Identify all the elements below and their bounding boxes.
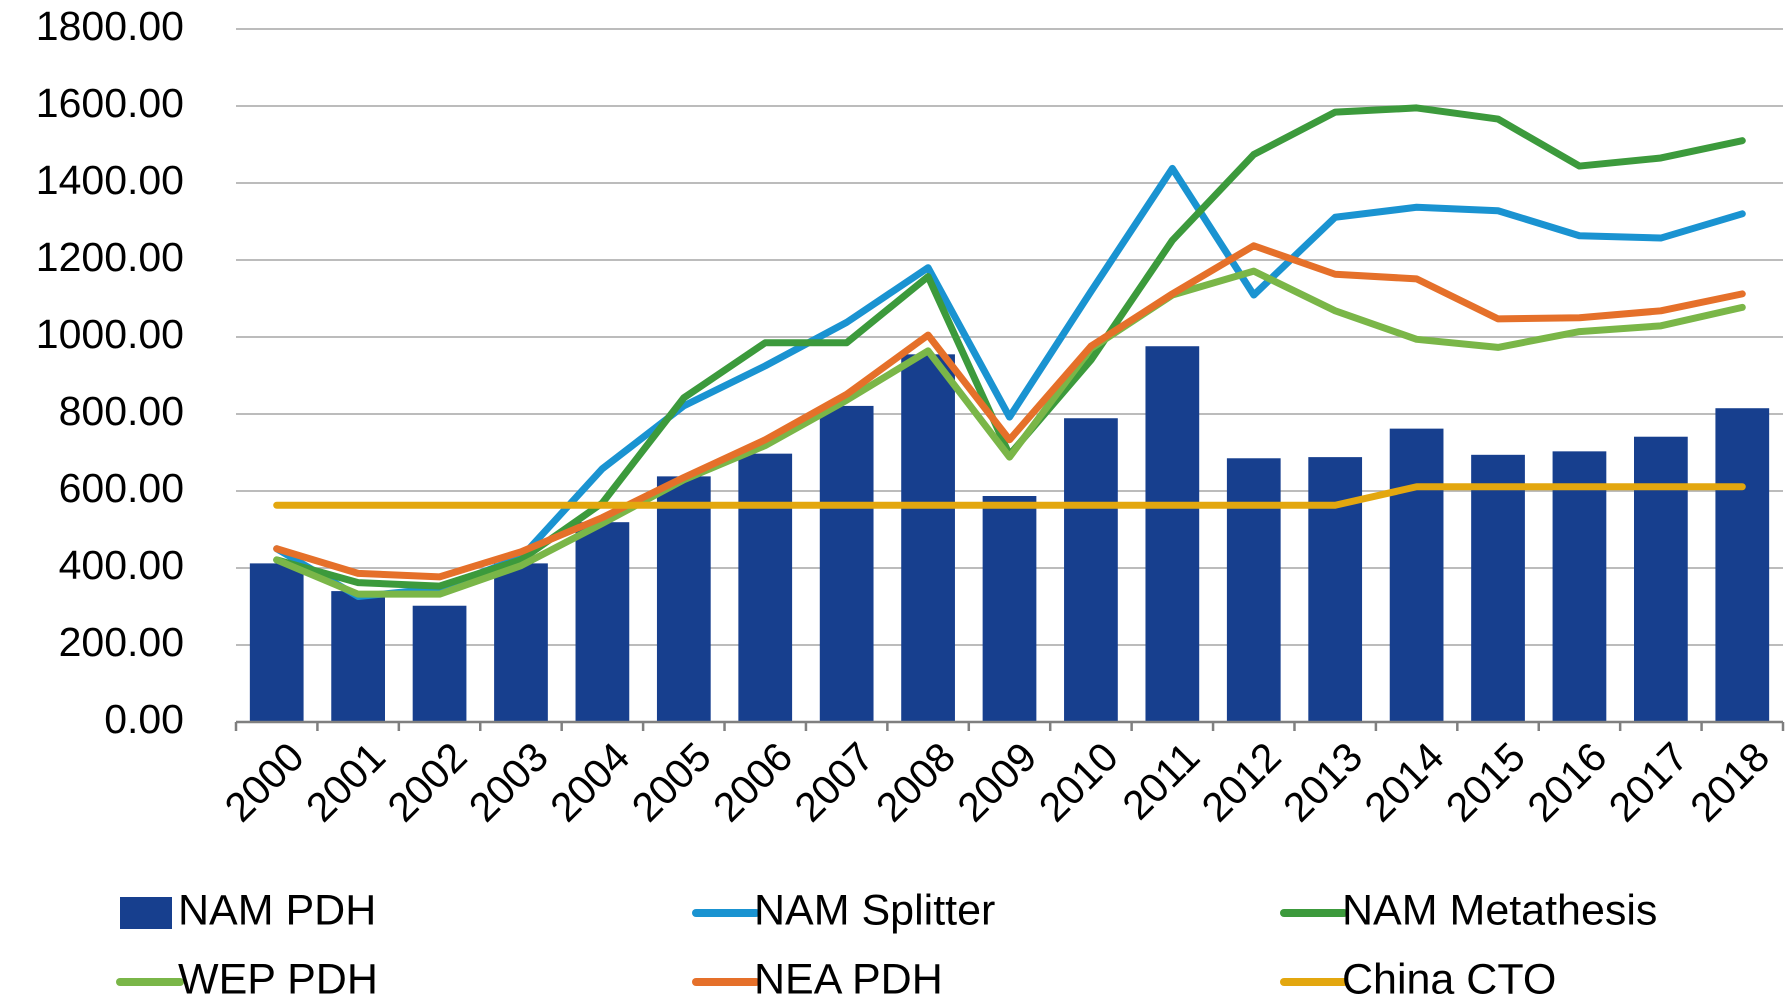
x-tick-label: 2001 <box>297 733 394 830</box>
x-tick-label: 2002 <box>379 733 476 830</box>
x-tick-label: 2005 <box>623 733 720 830</box>
y-tick-label: 800.00 <box>59 388 184 434</box>
x-tick-label: 2015 <box>1437 733 1534 830</box>
legend-label: NEA PDH <box>754 955 943 1003</box>
legend-item: NAM Metathesis <box>1280 886 1657 934</box>
bar <box>1552 451 1607 722</box>
legend-item: China CTO <box>1280 955 1556 1003</box>
bar <box>1308 457 1363 722</box>
y-tick-label: 600.00 <box>59 465 184 511</box>
x-tick-label: 2009 <box>948 733 1045 830</box>
bar <box>1064 418 1118 722</box>
legend-label: NAM Splitter <box>754 886 995 934</box>
y-tick-label: 200.00 <box>59 619 184 665</box>
y-tick-label: 400.00 <box>59 542 184 588</box>
legend-swatch <box>120 897 172 929</box>
x-tick-label: 2006 <box>704 733 801 830</box>
bar <box>656 476 711 722</box>
legend-item: NEA PDH <box>692 955 943 1003</box>
x-tick-label: 2014 <box>1356 733 1453 830</box>
bar <box>901 354 955 722</box>
x-tick-label: 2004 <box>541 733 638 830</box>
y-tick-label: 1800.00 <box>36 3 184 49</box>
x-tick-label: 2008 <box>867 733 964 830</box>
x-tick-label: 2003 <box>460 733 557 830</box>
legend-label: China CTO <box>1342 955 1556 1003</box>
line-series <box>273 242 1746 581</box>
x-tick-label: 2011 <box>1113 733 1208 828</box>
x-tick-label: 2000 <box>216 733 313 830</box>
bar <box>412 605 467 722</box>
bar <box>1389 428 1444 722</box>
bar <box>249 563 304 722</box>
y-tick-label: 0.00 <box>104 696 184 742</box>
line-series <box>273 483 1746 509</box>
legend-label: NAM PDH <box>178 886 376 934</box>
y-tick-label: 1400.00 <box>36 157 184 203</box>
legend-item: NAM Splitter <box>692 886 995 934</box>
bar <box>1715 408 1770 722</box>
bar <box>738 453 793 722</box>
x-tick-label: 2010 <box>1030 733 1127 830</box>
bar <box>1226 458 1281 722</box>
bar <box>494 563 548 722</box>
line-series <box>273 267 1746 598</box>
x-tick-label: 2012 <box>1193 733 1290 830</box>
bar <box>982 496 1037 722</box>
x-tick-label: 2013 <box>1274 733 1371 830</box>
legend-item: NAM PDH <box>120 886 376 934</box>
x-tick-label: 2017 <box>1600 733 1697 830</box>
legend-label: NAM Metathesis <box>1342 886 1657 934</box>
bar <box>819 405 874 722</box>
x-tick-label: 2018 <box>1681 733 1778 830</box>
bar <box>331 591 386 722</box>
y-tick-label: 1200.00 <box>36 234 184 280</box>
legend-item: WEP PDH <box>116 955 378 1003</box>
y-tick-label: 1600.00 <box>36 80 184 126</box>
bar <box>1471 454 1525 722</box>
bar <box>1145 346 1200 722</box>
y-tick-label: 1000.00 <box>36 311 184 357</box>
bar <box>575 522 630 722</box>
bar <box>1633 436 1688 722</box>
x-tick-label: 2007 <box>786 733 883 830</box>
legend-label: WEP PDH <box>178 955 378 1003</box>
x-tick-label: 2016 <box>1518 733 1615 830</box>
